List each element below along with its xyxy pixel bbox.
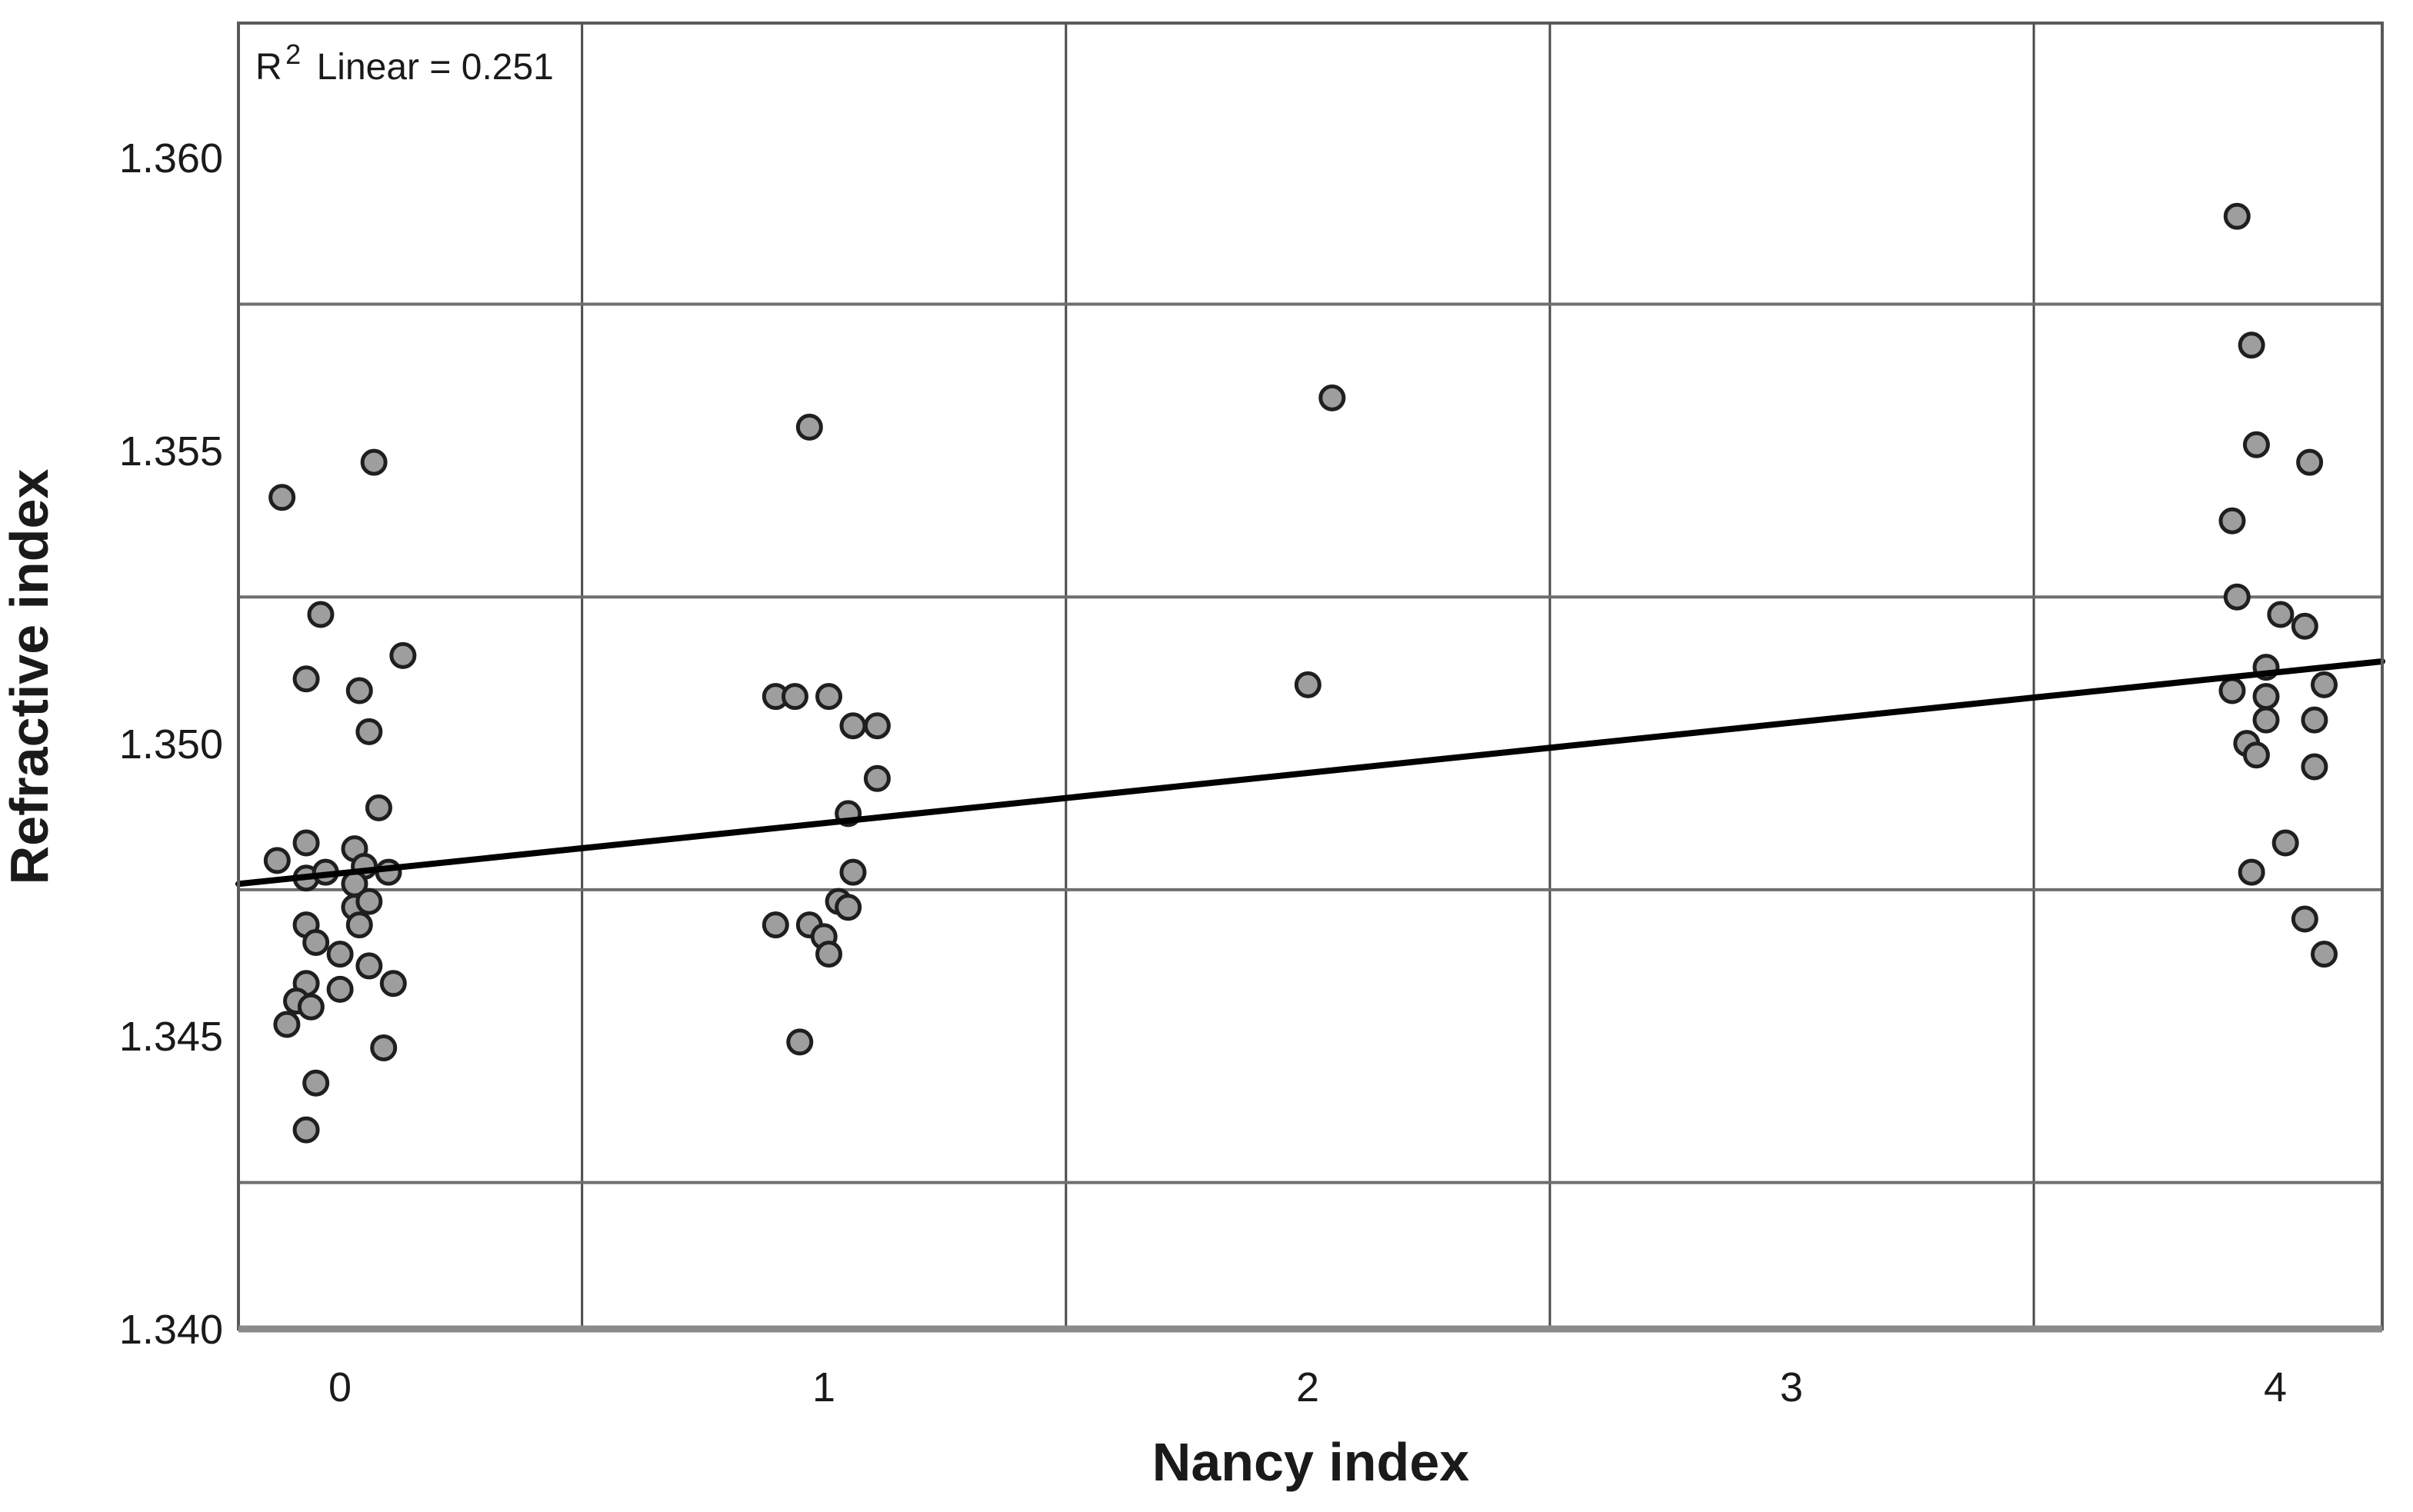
scatter-point bbox=[292, 1116, 320, 1144]
scatter-point bbox=[355, 888, 383, 915]
y-tick-label: 1.345 bbox=[119, 1014, 223, 1060]
x-axis-tick-labels: 0 1 2 3 4 bbox=[328, 1364, 2287, 1410]
scatter-point bbox=[2238, 331, 2265, 359]
y-tick-label: 1.355 bbox=[119, 428, 223, 475]
scatter-point bbox=[2218, 507, 2246, 535]
scatter-point bbox=[2291, 905, 2318, 933]
scatter-point bbox=[2301, 706, 2328, 734]
scatter-point bbox=[839, 712, 867, 740]
scatter-point bbox=[1294, 671, 1321, 698]
scatter-point bbox=[389, 641, 417, 669]
scatter-point bbox=[2296, 448, 2324, 476]
scatter-point bbox=[863, 764, 891, 792]
scatter-point bbox=[326, 941, 354, 968]
scatter-point bbox=[2311, 671, 2338, 698]
scatter-point bbox=[345, 911, 373, 939]
scatter-point bbox=[815, 683, 843, 711]
scatter-point bbox=[292, 665, 320, 693]
r-squared-annotation: R 2 Linear = 0.251 bbox=[255, 38, 554, 88]
y-tick-label: 1.350 bbox=[119, 721, 223, 768]
scatter-point bbox=[2252, 683, 2280, 711]
scatter-point bbox=[268, 484, 296, 511]
scatter-point bbox=[2218, 677, 2246, 704]
trend-line-layer bbox=[235, 658, 2385, 888]
scatter-point bbox=[1318, 384, 1346, 411]
r-squared-value: Linear = 0.251 bbox=[317, 47, 554, 88]
scatter-point bbox=[370, 1034, 398, 1062]
y-axis-tick-labels: 1.340 1.345 1.350 1.355 1.360 bbox=[119, 135, 223, 1353]
scatter-point bbox=[2223, 583, 2251, 611]
scatter-point bbox=[2267, 601, 2295, 628]
y-axis-title: Refractive index bbox=[0, 469, 59, 885]
scatter-point bbox=[273, 1011, 301, 1038]
scatter-point bbox=[302, 928, 330, 956]
scatter-point bbox=[2291, 612, 2318, 640]
r-squared-exponent: 2 bbox=[285, 38, 301, 70]
scatter-point bbox=[762, 911, 789, 939]
scatter-point bbox=[786, 1028, 814, 1056]
x-tick-label: 2 bbox=[1296, 1364, 1319, 1410]
x-tick-label: 3 bbox=[1780, 1364, 1803, 1410]
x-axis-title: Nancy index bbox=[1152, 1432, 1469, 1492]
x-tick-label: 0 bbox=[328, 1364, 352, 1410]
scatter-point bbox=[355, 718, 383, 745]
scatter-point bbox=[839, 858, 867, 886]
scatter-point bbox=[355, 952, 383, 980]
scatter-point bbox=[307, 601, 335, 628]
scatter-point bbox=[263, 847, 291, 874]
x-tick-label: 4 bbox=[2264, 1364, 2287, 1410]
scatter-point bbox=[835, 894, 862, 921]
scatter-point bbox=[297, 993, 325, 1021]
scatter-point-layer bbox=[263, 202, 2338, 1144]
scatter-point bbox=[815, 941, 843, 968]
y-tick-label: 1.360 bbox=[119, 135, 223, 182]
scatter-point bbox=[302, 1069, 330, 1097]
scatter-point bbox=[345, 677, 373, 704]
scatter-point bbox=[2242, 741, 2270, 769]
regression-fit-line bbox=[235, 658, 2385, 888]
scatter-point bbox=[795, 413, 823, 441]
y-tick-label: 1.340 bbox=[119, 1307, 223, 1353]
scatter-point bbox=[2301, 753, 2328, 781]
scatter-point bbox=[781, 683, 808, 711]
scatter-point bbox=[2252, 706, 2280, 734]
scatter-point bbox=[292, 829, 320, 857]
r-squared-r: R bbox=[255, 47, 282, 88]
x-tick-label: 1 bbox=[812, 1364, 835, 1410]
scatter-point bbox=[2242, 431, 2270, 458]
scatter-point bbox=[863, 712, 891, 740]
scatter-point bbox=[365, 794, 392, 821]
scatter-point bbox=[379, 970, 407, 997]
scatter-point bbox=[2311, 941, 2338, 968]
scatter-point bbox=[326, 975, 354, 1003]
grid-layer bbox=[238, 23, 2382, 1329]
scatter-point bbox=[2271, 829, 2299, 857]
scatter-point bbox=[360, 448, 388, 476]
scatter-point bbox=[2238, 858, 2265, 886]
scatter-point bbox=[2223, 202, 2251, 230]
